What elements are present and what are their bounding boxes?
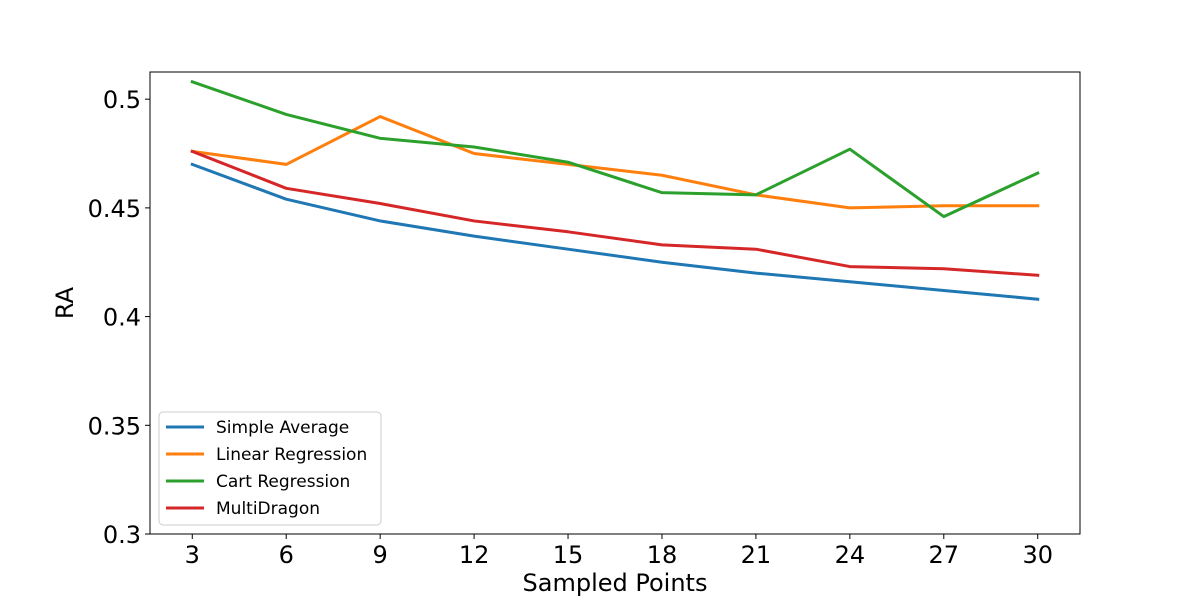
x-tick-label: 12: [459, 541, 490, 569]
x-axis: 3 6 9 12 15 18 21 24 27 30: [185, 534, 1053, 569]
legend-box: [158, 411, 382, 526]
y-tick-label: 0.35: [88, 412, 141, 440]
x-tick-label: 30: [1022, 541, 1053, 569]
legend-label: MultiDragon: [216, 499, 320, 519]
series-line-1: [190, 115, 1040, 210]
y-tick-label: 0.3: [103, 521, 141, 549]
x-axis-label: Sampled Points: [523, 569, 708, 597]
x-tick-label: 24: [835, 541, 866, 569]
y-axis: 0.3 0.35 0.4 0.45 0.5: [88, 86, 150, 549]
y-tick-label: 0.5: [103, 86, 141, 114]
series-line-2: [190, 79, 1040, 219]
y-tick-label: 0.4: [103, 304, 141, 332]
x-tick-label: 21: [741, 541, 772, 569]
series-layer: [190, 79, 1040, 301]
y-tick-label: 0.45: [88, 195, 141, 223]
x-tick-label: 27: [929, 541, 960, 569]
legend-label: Simple Average: [216, 418, 349, 438]
x-tick-label: 15: [553, 541, 584, 569]
series-line-0: [190, 162, 1040, 301]
series-line-3: [190, 149, 1040, 277]
y-axis-label: RA: [51, 286, 79, 319]
x-tick-label: 9: [373, 541, 388, 569]
x-tick-label: 6: [279, 541, 294, 569]
x-tick-label: 3: [185, 541, 200, 569]
plot-frame: [149, 71, 1081, 535]
x-tick-label: 18: [647, 541, 678, 569]
legend-label: Linear Regression: [216, 445, 367, 465]
legend: Simple Average Linear Regression Cart Regr…: [158, 411, 382, 526]
legend-label: Cart Regression: [216, 472, 350, 492]
